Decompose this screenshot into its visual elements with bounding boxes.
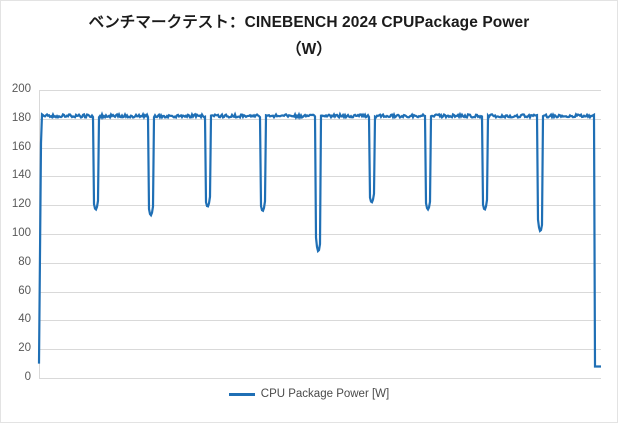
chart-legend: CPU Package Power [W]	[1, 388, 617, 400]
gridline-60	[39, 291, 601, 293]
y-axis-tick-20: 20	[18, 342, 31, 355]
y-axis-tick-160: 160	[11, 140, 31, 153]
gridline-200	[39, 90, 601, 91]
chart-title: ベンチマークテスト：CINEBENCH 2024 CPUPackage Powe…	[1, 9, 617, 63]
y-axis-labels: 200 180 160 140 120 100 80 60 40 20 0	[1, 83, 620, 383]
series-line	[37, 111, 601, 368]
y-axis-tick-80: 80	[18, 255, 31, 268]
gridline-20	[39, 349, 601, 351]
y-axis-tick-180: 180	[11, 111, 31, 124]
y-axis-tick-140: 140	[11, 169, 31, 182]
y-axis-tick-40: 40	[18, 313, 31, 326]
legend-item-label: CPU Package Power [W]	[260, 388, 390, 400]
legend-color-swatch	[228, 392, 255, 396]
y-axis-tick-200: 200	[11, 83, 31, 95]
gridline-40	[39, 320, 601, 322]
gridline-80	[39, 262, 601, 264]
y-axis-tick-60: 60	[18, 284, 31, 297]
chart-title-line2: （W）	[286, 41, 332, 58]
y-axis-tick-0: 0	[24, 371, 31, 383]
plot-area	[37, 90, 601, 379]
series-cpu-package-power	[37, 111, 601, 368]
y-axis-tick-100: 100	[11, 227, 31, 239]
y-axis-tick-120: 120	[11, 198, 31, 211]
gridline-0	[39, 378, 601, 379]
chart-title-line1: ベンチマークテスト：CINEBENCH 2024 CPUPackage Powe…	[88, 14, 530, 31]
